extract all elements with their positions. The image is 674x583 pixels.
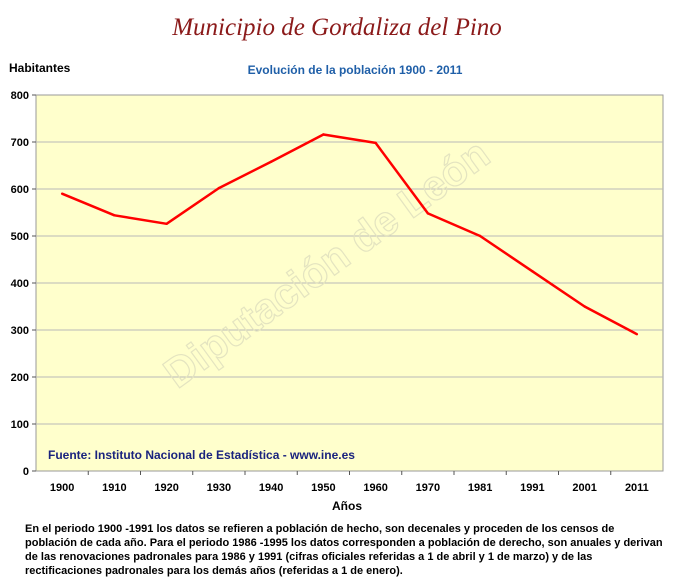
source-note: Fuente: Instituto Nacional de Estadístic… [48, 448, 355, 462]
y-tick-label: 500 [11, 231, 29, 243]
x-tick-label: 1991 [520, 482, 544, 494]
y-tick-label: 0 [23, 466, 29, 478]
x-tick-label: 2001 [572, 482, 596, 494]
x-tick-label: 1900 [50, 482, 74, 494]
data-point [165, 222, 168, 225]
x-tick-label: 1950 [311, 482, 335, 494]
x-tick-label: 1940 [259, 482, 283, 494]
data-point [217, 186, 221, 190]
data-point [531, 270, 534, 273]
page-title: Municipio de Gordaliza del Pino [172, 14, 502, 41]
x-tick-label: 1960 [363, 482, 387, 494]
data-point [426, 212, 430, 215]
x-tick-label: 1920 [154, 482, 178, 494]
x-tick-label: 1970 [416, 482, 440, 494]
x-tick-label: 1930 [207, 482, 231, 494]
y-tick-label: 400 [11, 278, 29, 290]
y-tick-label: 100 [11, 419, 29, 431]
data-point [374, 141, 377, 145]
y-tick-label: 700 [11, 137, 29, 149]
data-point [478, 234, 482, 238]
x-tick-label: 1981 [468, 482, 492, 494]
data-point [113, 214, 116, 217]
y-axis-label: Habitantes [9, 61, 71, 75]
x-tick-label: 1910 [102, 482, 126, 494]
line-chart: Diputación de León 010020030040050060070… [11, 90, 664, 513]
x-tick-label: 2011 [625, 482, 649, 494]
series-line [61, 133, 638, 336]
chart-title: Evolución de la población 1900 - 2011 [247, 63, 463, 77]
data-point [322, 133, 325, 136]
y-tick-label: 200 [11, 372, 29, 384]
footnote: En el periodo 1900 -1991 los datos se re… [25, 523, 663, 577]
data-point [269, 160, 273, 163]
y-tick-label: 300 [11, 325, 29, 337]
data-point [635, 333, 639, 336]
y-tick-label: 600 [11, 184, 29, 196]
x-axis-label: Años [332, 499, 362, 513]
y-tick-label: 800 [11, 90, 29, 102]
data-point [583, 305, 586, 308]
data-point [60, 192, 64, 195]
